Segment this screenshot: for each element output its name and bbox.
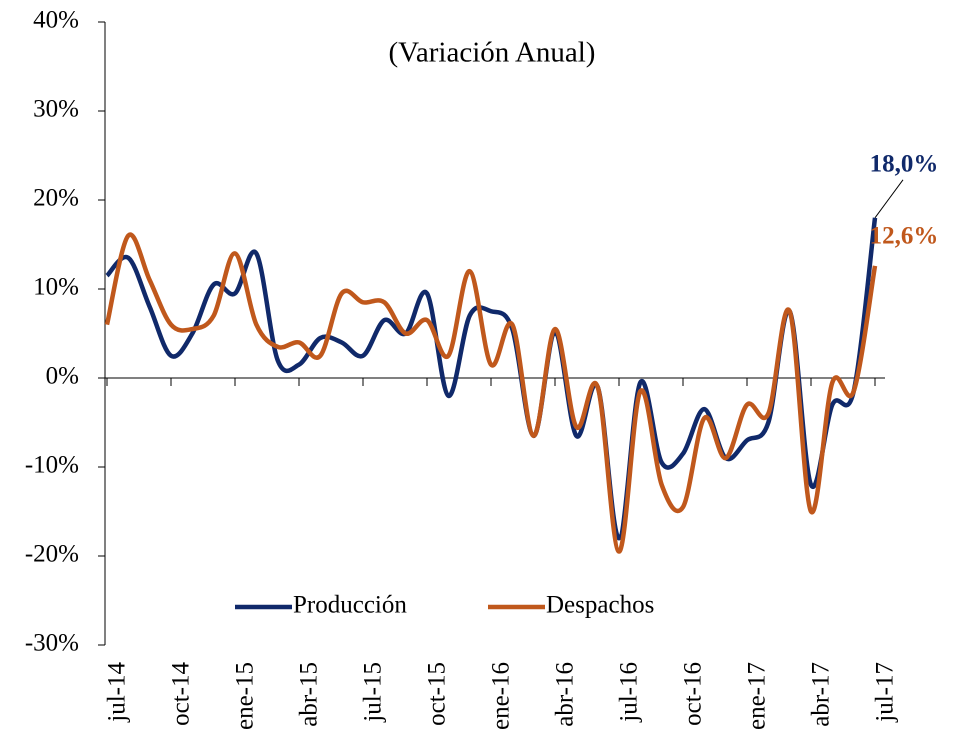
y-tick-label: 40% (33, 7, 79, 34)
x-tick-label: jul-14 (104, 662, 131, 723)
data-label: 12,6% (870, 223, 939, 250)
x-tick-label: jul-17 (872, 662, 899, 723)
data-label: 18,0% (870, 151, 939, 178)
x-tick-label: abr-17 (808, 662, 835, 727)
y-tick-label: -30% (25, 630, 79, 657)
legend-label: Despachos (546, 592, 654, 619)
label-leader (874, 179, 904, 219)
chart-subtitle: (Variación Anual) (389, 37, 596, 69)
x-tick-label: ene-16 (488, 662, 515, 730)
x-tick-label: oct-16 (680, 662, 707, 726)
x-tick-label: oct-15 (424, 662, 451, 726)
line-series (104, 232, 878, 554)
y-tick-label: 20% (33, 185, 79, 212)
y-tick-label: -20% (25, 541, 79, 568)
x-tick-label: jul-16 (616, 662, 643, 723)
x-tick-label: oct-14 (168, 662, 195, 726)
y-tick-label: -10% (25, 452, 79, 479)
x-tick-label: ene-17 (744, 662, 771, 730)
x-tick-label: jul-15 (360, 662, 387, 723)
y-tick-label: 30% (33, 96, 79, 123)
x-tick-label: ene-15 (232, 662, 259, 730)
legend-label: Producción (293, 592, 407, 619)
x-tick-label: abr-15 (296, 662, 323, 727)
y-tick-label: 10% (33, 274, 79, 301)
x-tick-label: abr-16 (552, 662, 579, 727)
y-tick-label: 0% (46, 363, 79, 390)
